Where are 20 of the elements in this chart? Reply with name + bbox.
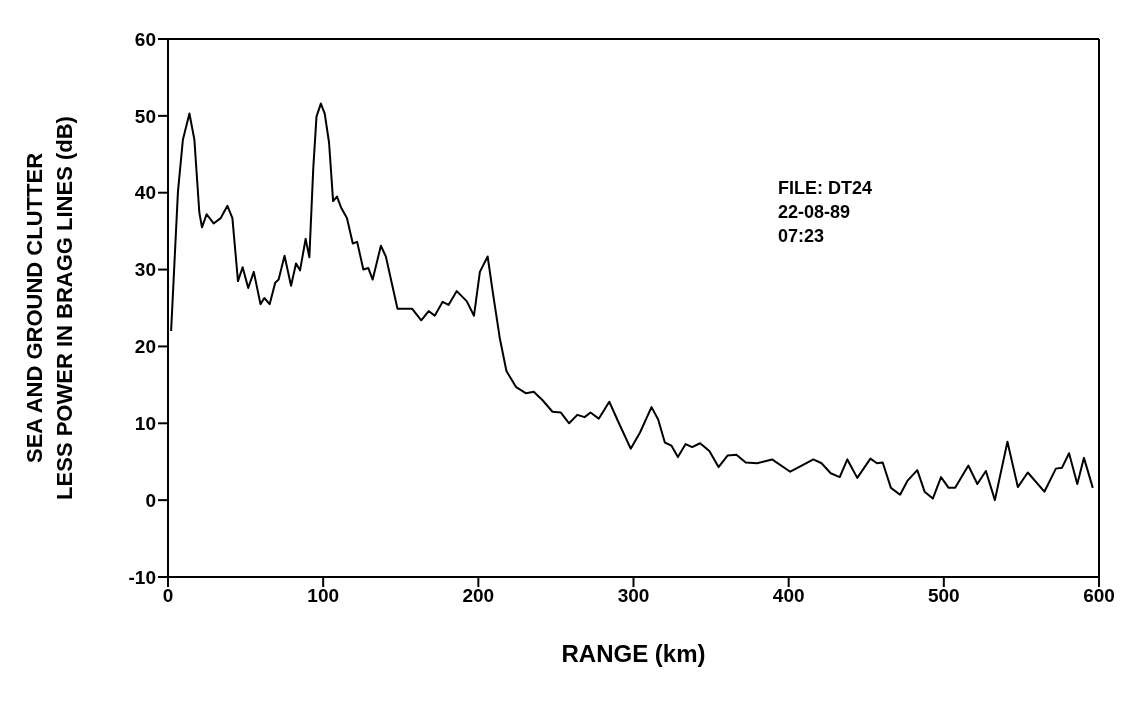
- annotation: 07:23: [778, 225, 826, 248]
- x-tick-label: 300: [617, 585, 650, 607]
- y-tick-label: 30: [134, 259, 156, 281]
- annotation: FILE: DT24: [778, 177, 873, 200]
- x-tick-label: 200: [462, 585, 495, 607]
- x-tick-label: 500: [927, 585, 960, 607]
- y-tick-label: 20: [134, 336, 156, 358]
- y-tick-label: 50: [134, 105, 156, 127]
- y-tick-label: 40: [134, 182, 156, 204]
- annotation: 22-08-89: [778, 201, 852, 224]
- y-tick-label: 10: [134, 413, 156, 435]
- y-axis-title: SEA AND GROUND CLUTTER LESS POWER IN BRAGG LINES (dB): [22, 116, 77, 500]
- x-tick-label: 600: [1083, 585, 1115, 607]
- x-tick-label: 400: [772, 585, 805, 607]
- y-tick-label: -10: [128, 566, 156, 588]
- y-tick-label: 60: [134, 28, 156, 50]
- x-axis-title: RANGE (km): [561, 640, 706, 667]
- y-tick-label: 0: [145, 489, 156, 511]
- x-tick-label: 0: [162, 585, 174, 607]
- x-tick-label: 100: [307, 585, 340, 607]
